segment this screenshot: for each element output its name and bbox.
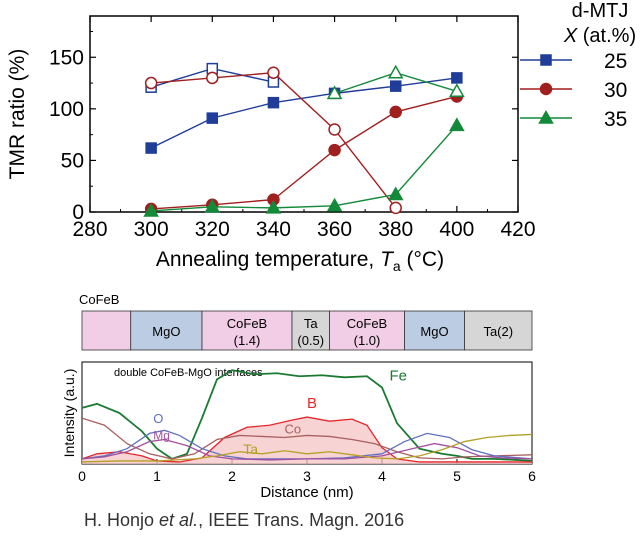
series-30-upper-line	[151, 72, 397, 209]
series-Ta-line	[81, 433, 533, 463]
series-30-upper-point	[144, 76, 158, 90]
series-Ta-label: Ta	[243, 441, 258, 457]
x-tick-label: 6	[528, 468, 536, 484]
x-tick-label: 5	[453, 468, 461, 484]
series-B-fill	[82, 417, 532, 464]
plot-frame	[89, 15, 519, 213]
x-axis-label: Distance (nm)	[260, 484, 353, 501]
x-tick-label: 1	[153, 468, 161, 484]
layer-0	[81, 310, 132, 351]
layer-thickness: (0.5)	[297, 333, 324, 348]
series-35-lower-point	[265, 199, 282, 214]
legend-label-25: 25	[604, 50, 627, 73]
layer-label: MgO	[420, 324, 448, 339]
series-Mg-label: Mg	[153, 429, 170, 443]
legend-marker-25	[540, 54, 552, 66]
series-30-lower-point	[389, 105, 402, 119]
series-O-label: O	[153, 411, 163, 426]
series-25-lower-point	[451, 72, 463, 84]
y-tick-label: 100	[49, 98, 84, 121]
x-tick-label: 2	[228, 468, 236, 484]
layer-6	[464, 310, 533, 351]
x-tick-label: 340	[256, 218, 291, 241]
layer-5	[404, 310, 465, 351]
y-axis-label: Intensity (a.u.)	[61, 369, 77, 458]
series-Fe-label: Fe	[390, 367, 408, 384]
citation-journal: , IEEE Trans. Magn. 2016	[198, 510, 405, 530]
x-tick-label: 0	[78, 468, 86, 484]
x-tick-label: 380	[378, 218, 413, 241]
series-35-lower-point	[204, 198, 221, 213]
x-tick-label: 400	[439, 218, 474, 241]
y-tick-label: 0	[72, 201, 84, 224]
legend-subtitle: X (at.%)	[563, 25, 636, 47]
series-35-upper-point	[387, 64, 404, 79]
series-25-lower-point	[267, 96, 280, 109]
series-O-line	[81, 429, 533, 460]
series-25-lower-point	[145, 142, 157, 154]
y-tick-label: 50	[61, 149, 84, 172]
legend-marker-35	[538, 109, 554, 124]
series-35-upper-point	[449, 83, 465, 98]
legend-label-35: 35	[604, 108, 627, 131]
layer-label: CoFeB	[347, 316, 387, 331]
series-B-label: B	[307, 395, 317, 412]
x-tick-label: 4	[378, 468, 386, 484]
citation: H. Honjo et al., IEEE Trans. Magn. 2016	[84, 510, 404, 531]
series-25-lower-line	[150, 77, 457, 149]
series-Co-line	[81, 417, 533, 460]
series-Mg-line	[81, 438, 533, 461]
series-30-lower-line	[151, 95, 458, 210]
series-25-lower-point	[389, 80, 402, 92]
series-35-lower-point	[387, 186, 404, 201]
x-tick-label: 3	[303, 468, 311, 484]
series-35-lower-line	[151, 124, 458, 212]
y-tick-label: 150	[49, 46, 84, 69]
x-axis-label: Annealing temperature, Ta (°C)	[156, 248, 444, 274]
tmr-chart: 280 300 320 340 360 380 400 420 0 50 100 150 Anneali…	[6, 0, 636, 274]
layer-1	[130, 310, 203, 351]
series-30-upper-point	[267, 66, 280, 79]
legend-marker-30	[539, 82, 553, 96]
series-Co-label: Co	[285, 421, 302, 436]
citation-etal: et al.	[159, 510, 199, 530]
layer-thickness: (1.4)	[234, 333, 261, 348]
layer-thickness: (1.0)	[354, 333, 381, 348]
series-30-lower-point	[328, 143, 341, 157]
y-axis-label: TMR ratio (%)	[6, 49, 29, 180]
series-Fe-line	[81, 369, 533, 462]
profile-title: double CoFeB-MgO interfaces	[114, 367, 263, 379]
series-35-lower-point	[326, 197, 343, 212]
layer-label: CoFeB	[227, 316, 267, 331]
x-tick-label: 360	[317, 218, 352, 241]
x-tick-label: 280	[72, 218, 107, 241]
layer-label: MgO	[152, 324, 180, 339]
series-30-upper-point	[389, 201, 402, 215]
layer-label: Ta(2)	[483, 324, 513, 339]
series-35-lower-point	[143, 202, 159, 217]
citation-authors: H. Honjo	[84, 510, 160, 530]
series-30-upper-point	[206, 71, 219, 85]
legend-title: d-MTJ	[572, 0, 629, 22]
legend-label-30: 30	[604, 79, 627, 102]
layer-3	[291, 310, 330, 351]
layer-4	[329, 310, 405, 351]
series-30-upper-point	[328, 123, 341, 136]
stack-label: CoFeB	[79, 292, 119, 307]
series-35-upper-point	[326, 85, 343, 100]
layer-label: Ta	[304, 316, 319, 331]
series-B-line	[81, 416, 532, 463]
x-tick-label: 420	[500, 218, 535, 241]
series-25-lower-point	[206, 112, 219, 124]
x-tick-label: 320	[195, 218, 230, 241]
x-tick-label: 300	[134, 218, 169, 241]
series-35-lower-point	[449, 117, 465, 132]
